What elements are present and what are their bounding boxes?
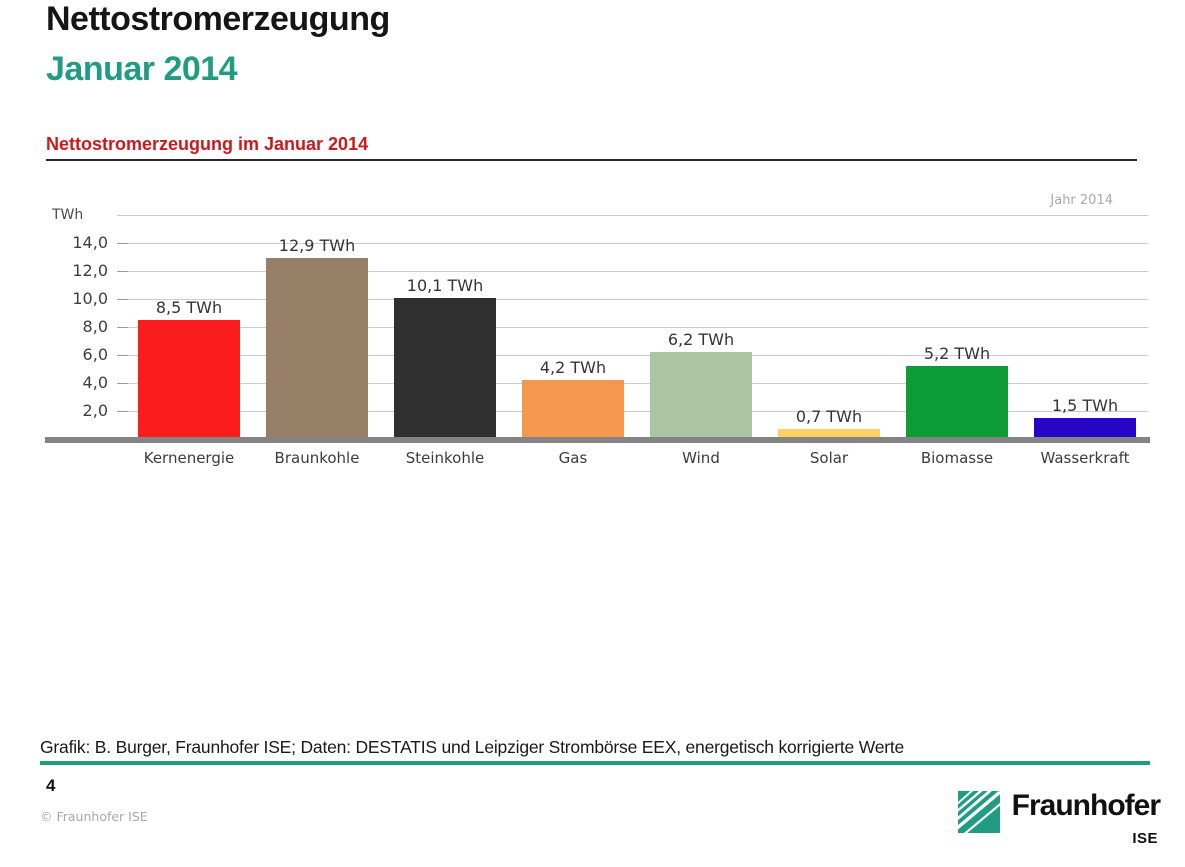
bar-kernenergie — [138, 320, 240, 439]
gridline — [117, 383, 1148, 384]
y-axis-unit-label: TWh — [52, 207, 84, 223]
fraunhofer-logo-institute: ISE — [1132, 830, 1158, 847]
gridline — [117, 271, 1148, 272]
y-tick-label: 12,0 — [72, 261, 108, 280]
heading-divider — [46, 159, 1137, 161]
fraunhofer-logo: Fraunhofer ISE — [956, 789, 1161, 853]
chart-heading: Nettostromerzeugung im Januar 2014 — [46, 134, 369, 154]
x-category-label-gas: Gas — [558, 449, 588, 467]
bar-value-label: 10,1 TWh — [406, 276, 484, 295]
bar-wasserkraft — [1034, 418, 1136, 439]
bar-biomasse — [906, 366, 1008, 439]
y-tick-mark — [117, 355, 128, 356]
fraunhofer-logo-icon — [958, 791, 1000, 833]
gridline — [117, 327, 1148, 328]
x-category-label-kernenergie: Kernenergie — [143, 449, 235, 467]
copyright-text: © Fraunhofer ISE — [40, 809, 148, 824]
gridline — [117, 299, 1148, 300]
y-tick-mark — [117, 299, 128, 300]
y-tick-mark — [117, 271, 128, 272]
gridline — [117, 215, 1148, 216]
chart-year-label: Jahr 2014 — [1050, 193, 1113, 208]
x-category-label-biomasse: Biomasse — [920, 449, 994, 467]
attribution-text: Grafik: B. Burger, Fraunhofer ISE; Daten… — [40, 737, 905, 757]
y-tick-label: 10,0 — [72, 289, 108, 308]
page-title: Nettostromerzeugung — [46, 0, 390, 38]
bar-wind — [650, 352, 752, 439]
bar-value-label: 4,2 TWh — [539, 358, 607, 377]
y-tick-label: 6,0 — [82, 345, 108, 364]
gridline — [117, 411, 1148, 412]
bar-value-label: 8,5 TWh — [155, 298, 223, 317]
bar-braunkohle — [266, 258, 368, 439]
y-tick-label: 8,0 — [82, 317, 108, 336]
y-tick-mark — [117, 383, 128, 384]
bar-gas — [522, 380, 624, 439]
y-tick-mark — [117, 411, 128, 412]
bar-solar — [778, 429, 880, 439]
x-category-label-steinkohle: Steinkohle — [405, 449, 485, 467]
page-subtitle: Januar 2014 — [46, 50, 238, 88]
y-tick-mark — [117, 243, 128, 244]
y-tick-label: 14,0 — [72, 233, 108, 252]
fraunhofer-logo-text: Fraunhofer — [1011, 789, 1161, 822]
x-category-label-solar: Solar — [809, 449, 849, 467]
bar-value-label: 0,7 TWh — [795, 407, 863, 426]
bar-value-label: 6,2 TWh — [667, 330, 735, 349]
x-category-label-wind: Wind — [682, 449, 720, 467]
footer-divider — [40, 761, 1150, 765]
bar-steinkohle — [394, 298, 496, 439]
x-category-label-braunkohle: Braunkohle — [274, 449, 360, 467]
gridline — [117, 355, 1148, 356]
page-number: 4 — [46, 776, 56, 795]
gridline — [117, 243, 1148, 244]
y-tick-mark — [117, 327, 128, 328]
y-tick-label: 2,0 — [82, 401, 108, 420]
x-category-label-wasserkraft: Wasserkraft — [1040, 449, 1130, 467]
y-tick-label: 4,0 — [82, 373, 108, 392]
bar-chart-plot-area: 8,5 TWh 12,9 TWh 10,1 TWh 4,2 TWh 6,2 TWh 0,7… — [117, 215, 1148, 439]
bar-value-label: 12,9 TWh — [278, 236, 356, 255]
bar-value-label: 1,5 TWh — [1051, 396, 1119, 415]
x-axis-baseline — [45, 437, 1150, 443]
bar-value-label: 5,2 TWh — [923, 344, 991, 363]
